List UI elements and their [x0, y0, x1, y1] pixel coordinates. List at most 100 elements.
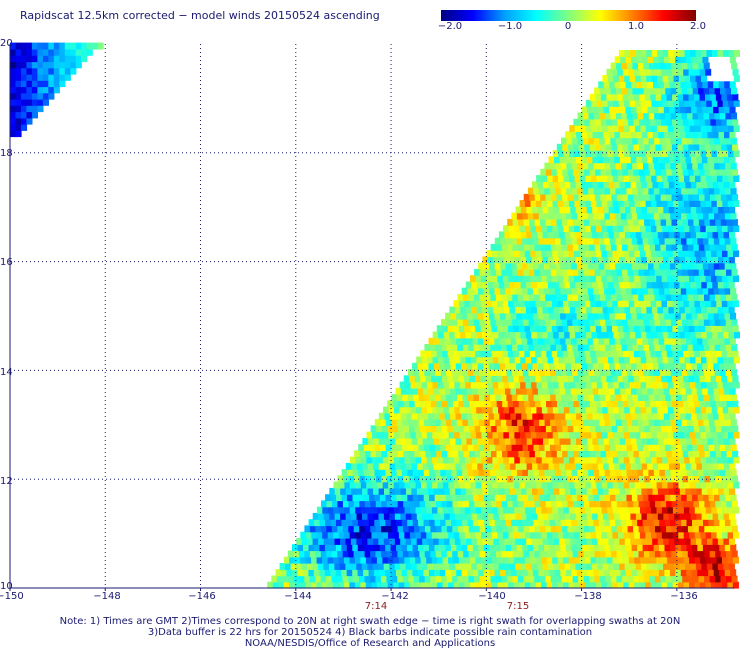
wind-cell [531, 487, 538, 495]
wind-cell [542, 381, 549, 389]
wind-cell [618, 456, 625, 464]
wind-cell [566, 237, 573, 245]
wind-cell [690, 231, 697, 239]
wind-cell [500, 444, 507, 451]
wind-cell [515, 231, 522, 239]
wind-cell [626, 162, 633, 170]
wind-cell [511, 287, 518, 295]
wind-cell [432, 331, 439, 339]
wind-cell [600, 218, 607, 226]
wind-cell [599, 469, 606, 476]
wind-cell [492, 356, 499, 364]
wind-cell [623, 200, 630, 207]
wind-cell [704, 400, 711, 408]
wind-cell [576, 412, 583, 420]
wind-cell [491, 275, 498, 283]
wind-cell [678, 506, 685, 514]
wind-cell [688, 425, 695, 433]
wind-cell [646, 231, 653, 239]
wind-cell [688, 325, 695, 333]
wind-cell [556, 500, 563, 508]
wind-cell [551, 193, 558, 201]
wind-cell [515, 563, 522, 570]
wind-cell [730, 262, 737, 270]
wind-cell [575, 281, 582, 289]
wind-cell [715, 425, 722, 433]
wind-cell [553, 181, 560, 189]
wind-cell [677, 450, 684, 458]
wind-cell [493, 437, 500, 445]
wind-cell [565, 544, 572, 552]
wind-cell [596, 100, 603, 107]
wind-cell [523, 500, 530, 508]
wind-cell [421, 356, 428, 364]
wind-cell [707, 337, 714, 345]
wind-cell [541, 481, 548, 489]
wind-cell [446, 575, 453, 583]
wind-cell [720, 294, 727, 301]
wind-cell [702, 362, 709, 370]
wind-cell [488, 437, 495, 445]
wind-cell [568, 350, 575, 358]
wind-cell [492, 456, 499, 464]
wind-cell [491, 300, 498, 308]
wind-cell [665, 344, 672, 351]
wind-cell [680, 412, 687, 420]
wind-cell [490, 369, 497, 376]
wind-cell [525, 406, 532, 414]
wind-cell [544, 162, 551, 170]
wind-cell [376, 556, 383, 564]
wind-cell [536, 306, 543, 314]
wind-cell [601, 556, 608, 564]
wind-cell [568, 275, 575, 283]
wind-cell [657, 50, 664, 57]
wind-cell [703, 62, 710, 70]
wind-cell [437, 431, 444, 439]
wind-cell [355, 481, 362, 489]
wind-cell [465, 456, 472, 464]
wind-cell [681, 87, 688, 95]
wind-cell [352, 569, 359, 577]
wind-cell [48, 48, 55, 56]
wind-cell [647, 81, 654, 89]
wind-cell [719, 212, 726, 220]
wind-cell [680, 106, 687, 114]
wind-cell [629, 481, 636, 489]
wind-cell [660, 475, 667, 483]
wind-cell [330, 519, 337, 527]
wind-cell [689, 100, 696, 107]
wind-cell [516, 519, 523, 527]
wind-cell [363, 469, 370, 476]
wind-cell [608, 306, 615, 314]
wind-cell [719, 519, 726, 527]
wind-cell [529, 525, 536, 533]
wind-cell [563, 581, 570, 589]
wind-cell [542, 538, 549, 545]
wind-cell [543, 287, 550, 295]
wind-cell [683, 350, 690, 358]
wind-cell [429, 419, 436, 426]
wind-cell [549, 287, 556, 295]
wind-cell [350, 456, 357, 464]
wind-cell [696, 437, 703, 445]
wind-cell [500, 419, 507, 426]
wind-cell [651, 125, 658, 132]
wind-cell [445, 337, 452, 345]
wind-cell [657, 331, 664, 339]
wind-cell [652, 106, 659, 114]
wind-cell [721, 475, 728, 483]
wind-cell [354, 475, 361, 483]
wind-cell [720, 500, 727, 508]
wind-cell [614, 512, 621, 520]
wind-cell [711, 100, 718, 107]
wind-cell [632, 162, 639, 170]
wind-cell [467, 544, 474, 552]
wind-cell [383, 512, 390, 520]
wind-cell [409, 400, 416, 408]
wind-cell [677, 143, 684, 151]
wind-cell [683, 275, 690, 283]
wind-cell [362, 487, 369, 495]
wind-cell [541, 300, 548, 308]
wind-cell [580, 356, 587, 364]
wind-cell [600, 525, 607, 533]
